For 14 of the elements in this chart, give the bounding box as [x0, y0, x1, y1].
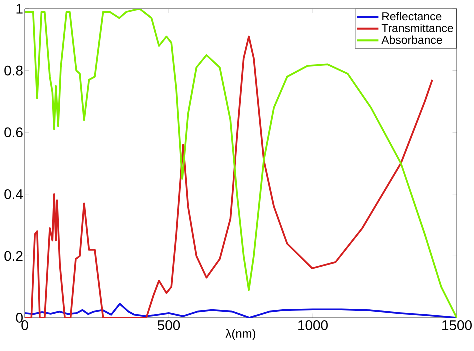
legend-label: Absorbance [382, 36, 442, 44]
legend-label: Reflectance [382, 12, 442, 21]
x-tick-label: 1500 [442, 320, 472, 330]
y-tick-label: 0.8 [4, 66, 23, 76]
y-tick-label: 0.6 [4, 128, 23, 138]
y-tick-label: 1 [16, 4, 23, 14]
legend-label: Transmittance [382, 24, 454, 32]
line-series [25, 303, 458, 318]
y-tick-label: 0.4 [4, 189, 24, 200]
x-tick-label: 500 [158, 320, 180, 330]
y-tick-label: 0 [16, 313, 23, 323]
x-tick-label: 1000 [298, 320, 328, 330]
x-axis-title: λ(nm) [226, 329, 256, 340]
y-tick-label: 0.2 [4, 251, 23, 262]
